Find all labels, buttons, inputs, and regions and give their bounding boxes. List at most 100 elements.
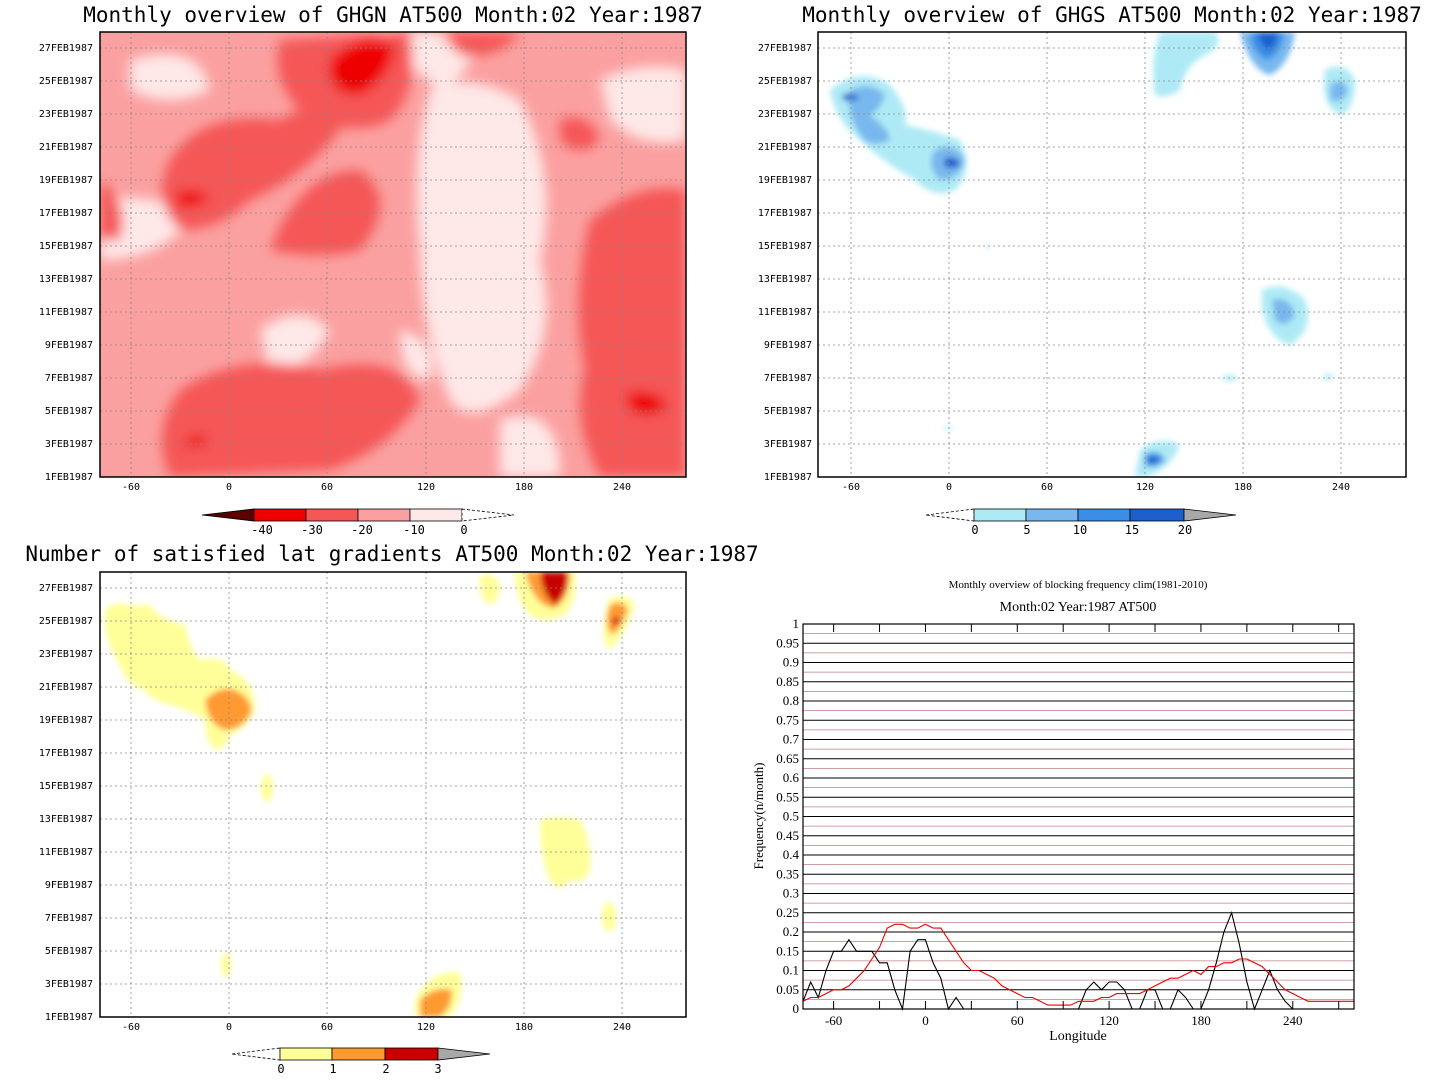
svg-text:27FEB1987: 27FEB1987 bbox=[39, 583, 93, 594]
svg-text:-10: -10 bbox=[403, 523, 425, 537]
svg-text:60: 60 bbox=[321, 482, 333, 493]
ghgn-colorbar: -40 -30 -20 -10 0 bbox=[201, 508, 515, 537]
svg-text:5FEB1987: 5FEB1987 bbox=[45, 406, 93, 417]
panel-ghgs: Monthly overview of GHGS AT500 Month:02 … bbox=[758, 3, 1422, 537]
svg-text:13FEB1987: 13FEB1987 bbox=[39, 274, 93, 285]
svg-text:-20: -20 bbox=[351, 523, 373, 537]
x-tick-label: 0 bbox=[922, 1013, 929, 1028]
svg-text:27FEB1987: 27FEB1987 bbox=[39, 43, 93, 54]
lat-gradients-grid bbox=[100, 572, 686, 1017]
y-tick-label: 0.9 bbox=[783, 655, 799, 670]
svg-text:11FEB1987: 11FEB1987 bbox=[39, 847, 93, 858]
svg-text:0: 0 bbox=[460, 523, 467, 537]
svg-text:60: 60 bbox=[1041, 482, 1053, 493]
svg-text:19FEB1987: 19FEB1987 bbox=[758, 175, 812, 186]
svg-text:25FEB1987: 25FEB1987 bbox=[39, 616, 93, 627]
svg-text:60: 60 bbox=[321, 1022, 333, 1033]
svg-text:240: 240 bbox=[1332, 482, 1350, 493]
svg-text:-60: -60 bbox=[122, 1022, 140, 1033]
ghgn-plot-frame bbox=[99, 31, 687, 478]
y-tick-label: 0.4 bbox=[783, 847, 800, 862]
svg-text:1FEB1987: 1FEB1987 bbox=[45, 472, 93, 483]
y-tick-label: 0.15 bbox=[776, 943, 799, 958]
svg-text:3FEB1987: 3FEB1987 bbox=[45, 979, 93, 990]
svg-text:21FEB1987: 21FEB1987 bbox=[758, 142, 812, 153]
svg-text:17FEB1987: 17FEB1987 bbox=[758, 208, 812, 219]
y-tick-label: 0.8 bbox=[783, 693, 799, 708]
svg-text:11FEB1987: 11FEB1987 bbox=[39, 307, 93, 318]
y-tick-label: 0.6 bbox=[783, 770, 800, 785]
y-tick-label: 0.75 bbox=[776, 712, 799, 727]
svg-text:15: 15 bbox=[1125, 523, 1139, 537]
x-tick-label: 180 bbox=[1191, 1013, 1211, 1028]
svg-text:5FEB1987: 5FEB1987 bbox=[764, 406, 812, 417]
chart-title-ghgn: Monthly overview of GHGN AT500 Month:02 … bbox=[83, 3, 703, 27]
y-tick-label: 0.35 bbox=[776, 866, 799, 881]
series-line-red bbox=[802, 923, 1354, 1006]
svg-text:180: 180 bbox=[1234, 482, 1252, 493]
svg-text:120: 120 bbox=[1136, 482, 1154, 493]
panel-lat-gradients: Number of satisfied lat gradients AT500 … bbox=[25, 542, 758, 1076]
y-tick-label: 0.45 bbox=[776, 828, 799, 843]
svg-text:17FEB1987: 17FEB1987 bbox=[39, 208, 93, 219]
panel-ghgn: Monthly overview of GHGN AT500 Month:02 … bbox=[39, 3, 703, 537]
ghgn-grid bbox=[100, 32, 686, 477]
svg-text:9FEB1987: 9FEB1987 bbox=[45, 340, 93, 351]
ghgs-grid bbox=[818, 32, 1406, 477]
lat-gradients-x-axis: -60 0 60 120 180 240 bbox=[122, 1022, 631, 1033]
svg-text:23FEB1987: 23FEB1987 bbox=[39, 109, 93, 120]
line-chart-x-axis: -60 0 60 120 180 240 bbox=[825, 624, 1340, 1028]
svg-text:25FEB1987: 25FEB1987 bbox=[758, 76, 812, 87]
svg-text:27FEB1987: 27FEB1987 bbox=[758, 43, 812, 54]
svg-text:3FEB1987: 3FEB1987 bbox=[45, 439, 93, 450]
svg-text:15FEB1987: 15FEB1987 bbox=[39, 241, 93, 252]
y-tick-label: 0.3 bbox=[783, 886, 799, 901]
lat-gradients-plot-frame bbox=[99, 571, 687, 1018]
y-tick-label: 0.1 bbox=[783, 963, 799, 978]
y-tick-label: 0.55 bbox=[776, 789, 799, 804]
ghgs-x-axis: -60 0 60 120 180 240 bbox=[842, 482, 1350, 493]
ghgs-colorbar: 0 5 10 15 20 bbox=[925, 508, 1237, 537]
svg-text:25FEB1987: 25FEB1987 bbox=[39, 76, 93, 87]
svg-text:13FEB1987: 13FEB1987 bbox=[39, 814, 93, 825]
svg-text:180: 180 bbox=[515, 482, 533, 493]
chart-title-lat-gradients: Number of satisfied lat gradients AT500 … bbox=[25, 542, 758, 566]
y-tick-label: 0.95 bbox=[776, 635, 799, 650]
svg-text:10: 10 bbox=[1073, 523, 1087, 537]
svg-text:7FEB1987: 7FEB1987 bbox=[764, 373, 812, 384]
line-chart-title: Monthly overview of blocking frequency c… bbox=[949, 579, 1208, 591]
svg-text:21FEB1987: 21FEB1987 bbox=[39, 682, 93, 693]
svg-text:-30: -30 bbox=[301, 523, 323, 537]
svg-text:0: 0 bbox=[226, 482, 232, 493]
line-chart-subtitle: Month:02 Year:1987 AT500 bbox=[1000, 600, 1157, 615]
svg-text:23FEB1987: 23FEB1987 bbox=[39, 649, 93, 660]
svg-text:15FEB1987: 15FEB1987 bbox=[39, 781, 93, 792]
svg-text:1FEB1987: 1FEB1987 bbox=[764, 472, 812, 483]
svg-text:15FEB1987: 15FEB1987 bbox=[758, 241, 812, 252]
svg-text:5: 5 bbox=[1023, 523, 1030, 537]
svg-text:2: 2 bbox=[382, 1062, 389, 1076]
svg-text:240: 240 bbox=[613, 1022, 631, 1033]
svg-text:9FEB1987: 9FEB1987 bbox=[764, 340, 812, 351]
svg-text:20: 20 bbox=[1178, 523, 1192, 537]
y-tick-label: 0.2 bbox=[783, 924, 799, 939]
y-tick-label: 0.05 bbox=[776, 982, 799, 997]
line-chart-y-axis: 0 0.05 0.1 0.15 0.2 0.25 0.3 0.35 0.4 0.45 0.5 0.55… bbox=[776, 616, 799, 1016]
panel-blocking-frequency: Monthly overview of blocking frequency c… bbox=[751, 579, 1355, 1044]
svg-text:17FEB1987: 17FEB1987 bbox=[39, 748, 93, 759]
line-chart-ylabel: Frequency(n/month) bbox=[751, 763, 766, 870]
x-tick-label: 60 bbox=[1011, 1013, 1024, 1028]
lat-gradients-colorbar: 0 1 2 3 bbox=[231, 1047, 491, 1076]
y-tick-label: 0.5 bbox=[783, 809, 799, 824]
svg-text:7FEB1987: 7FEB1987 bbox=[45, 373, 93, 384]
y-tick-label: 0.85 bbox=[776, 674, 799, 689]
svg-text:120: 120 bbox=[417, 1022, 435, 1033]
y-tick-label: 0.65 bbox=[776, 751, 799, 766]
svg-text:11FEB1987: 11FEB1987 bbox=[758, 307, 812, 318]
y-tick-label: 0 bbox=[793, 1001, 800, 1016]
svg-text:1FEB1987: 1FEB1987 bbox=[45, 1012, 93, 1023]
svg-text:0: 0 bbox=[277, 1062, 284, 1076]
svg-text:13FEB1987: 13FEB1987 bbox=[758, 274, 812, 285]
lat-gradients-y-axis: 1FEB1987 3FEB1987 5FEB1987 7FEB1987 9FEB… bbox=[39, 583, 93, 1023]
